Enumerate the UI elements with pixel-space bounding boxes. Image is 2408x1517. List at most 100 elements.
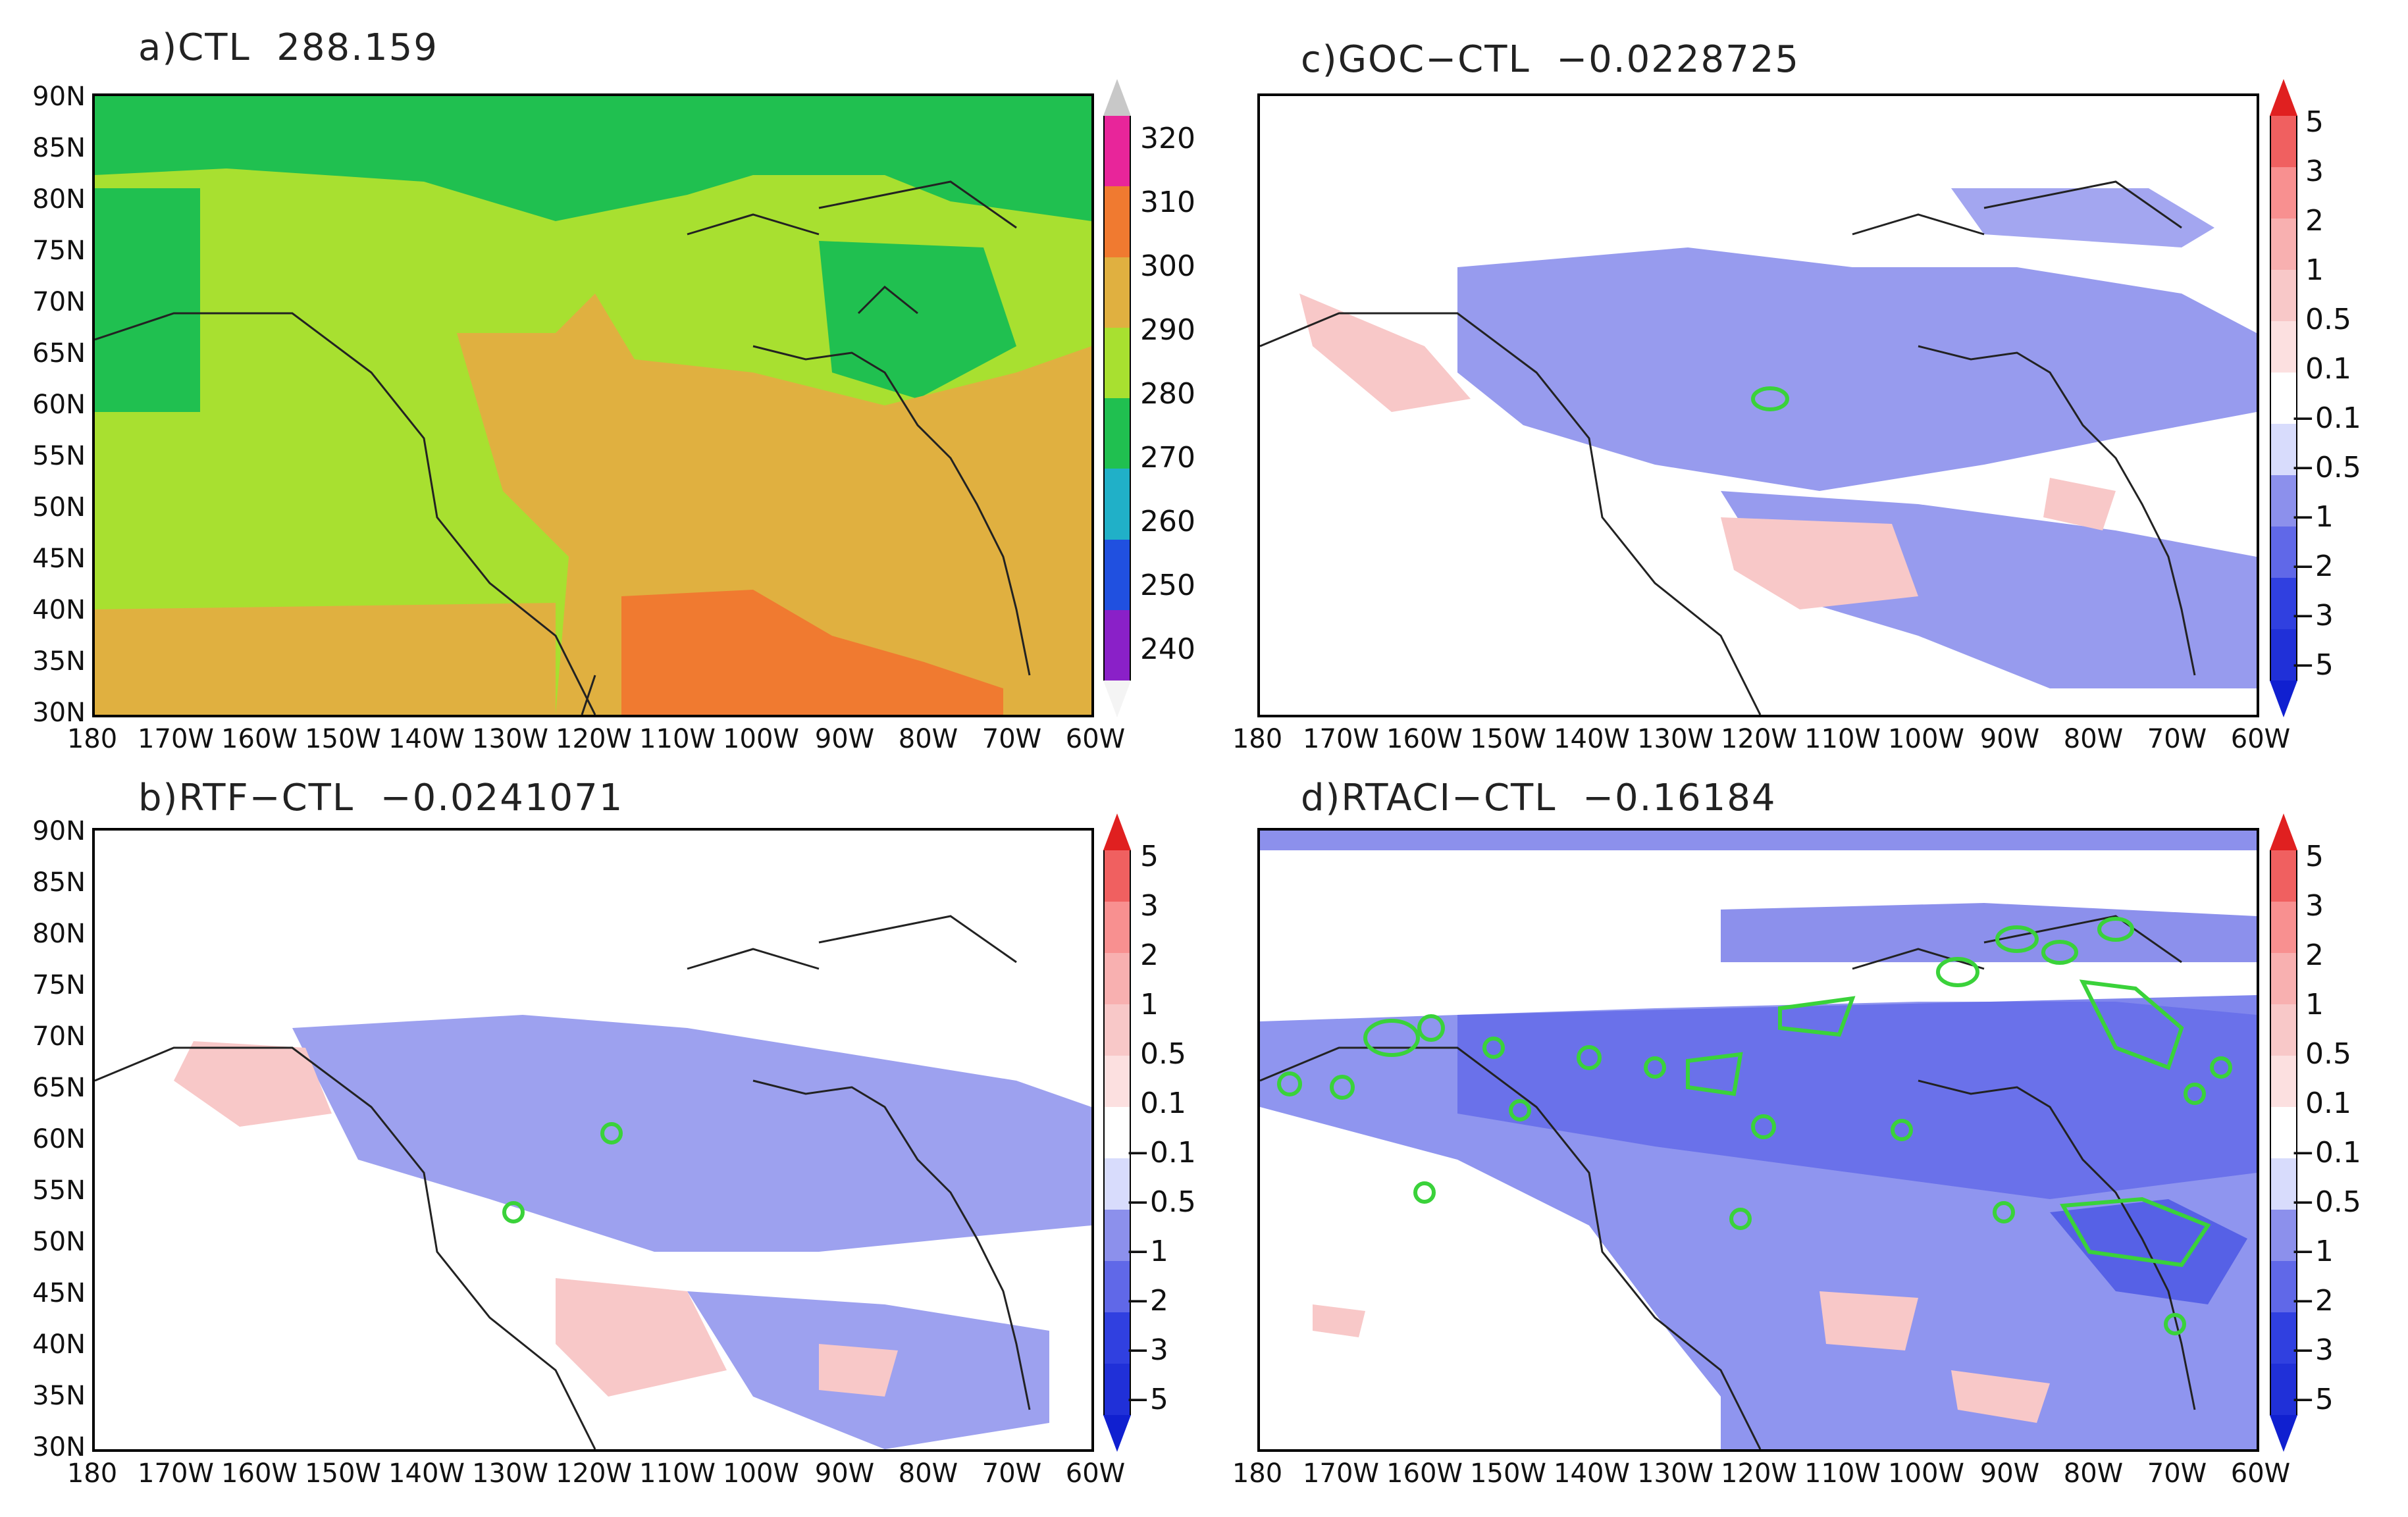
colorbar-segment — [2270, 219, 2297, 270]
lat-label: 80N — [32, 919, 86, 949]
colorbar-segment — [2270, 1312, 2297, 1364]
field-shading — [95, 96, 1091, 715]
colorbar-segment — [1103, 1004, 1131, 1056]
colorbar-segment — [2270, 321, 2297, 373]
colorbar-segment — [1103, 257, 1131, 328]
colorbar-segment — [1103, 1312, 1131, 1364]
colorbar-segment — [1103, 681, 1131, 717]
lat-label: 50N — [32, 1227, 86, 1257]
colorbar-segment — [1103, 539, 1131, 611]
lon-label: 150W — [305, 724, 381, 754]
colorbar-segment — [1103, 398, 1131, 470]
colorbar-label: −0.5 — [2291, 1185, 2361, 1219]
colorbar-label: 280 — [1140, 377, 1195, 411]
map-area — [92, 93, 1094, 717]
lon-label: 130W — [1637, 1458, 1714, 1489]
colorbar — [2270, 813, 2297, 1452]
colorbar-label: 270 — [1140, 441, 1195, 475]
lon-label: 110W — [639, 724, 716, 754]
lat-label: 60N — [32, 390, 86, 420]
lat-label: 85N — [32, 133, 86, 163]
colorbar-segment — [1103, 1158, 1131, 1210]
lon-label: 60W — [2230, 1458, 2291, 1489]
colorbar-label: 0.1 — [2305, 352, 2351, 386]
lon-label: 170W — [1303, 1458, 1379, 1489]
colorbar-label: 5 — [2305, 840, 2324, 873]
colorbar-label: 0.5 — [2305, 303, 2351, 336]
colorbar-label: 290 — [1140, 313, 1195, 347]
lon-label: 80W — [898, 1458, 958, 1489]
lon-label: 90W — [1979, 724, 2040, 754]
lat-label: 55N — [32, 441, 86, 471]
colorbar-segment — [2270, 270, 2297, 322]
lon-label: 150W — [1470, 1458, 1546, 1489]
lat-label: 80N — [32, 184, 86, 215]
lon-label: 80W — [898, 724, 958, 754]
lon-label: 180 — [1232, 724, 1283, 754]
lat-label: 50N — [32, 492, 86, 523]
panel-title: b)RTF−CTL −0.0241071 — [138, 777, 624, 819]
lon-label: 90W — [814, 1458, 875, 1489]
lon-label: 110W — [1804, 724, 1881, 754]
lon-label: 130W — [472, 1458, 548, 1489]
colorbar-segment — [1103, 850, 1131, 902]
lon-label: 60W — [2230, 724, 2291, 754]
lon-label: 90W — [814, 724, 875, 754]
lon-label: 140W — [388, 724, 465, 754]
colorbar-label: 260 — [1140, 505, 1195, 538]
colorbar-label: −5 — [2291, 648, 2334, 682]
colorbar-segment — [1103, 1261, 1131, 1313]
colorbar-segment — [2270, 1158, 2297, 1210]
colorbar-label: 310 — [1140, 186, 1195, 219]
lat-label: 90N — [32, 82, 86, 112]
colorbar-segment — [2270, 681, 2297, 717]
colorbar-label: −3 — [1126, 1333, 1168, 1367]
lon-label: 180 — [66, 724, 118, 754]
lat-label: 35N — [32, 1381, 86, 1411]
colorbar-segment — [1103, 186, 1131, 258]
panel-title: c)GOC−CTL −0.0228725 — [1301, 38, 1800, 81]
anomaly-shading — [1260, 180, 2257, 715]
colorbar-label: 0.5 — [2305, 1037, 2351, 1071]
lon-label: 120W — [556, 1458, 632, 1489]
colorbar-segment — [2270, 813, 2297, 850]
colorbar-segment — [1103, 1364, 1131, 1416]
colorbar-label: 1 — [2305, 253, 2324, 287]
lat-label: 65N — [32, 1073, 86, 1103]
lat-label: 75N — [32, 236, 86, 266]
lat-label: 85N — [32, 867, 86, 898]
lon-label: 90W — [1979, 1458, 2040, 1489]
colorbar-label: 5 — [1140, 840, 1159, 873]
lon-label: 100W — [1888, 724, 1964, 754]
lon-label: 120W — [556, 724, 632, 754]
colorbar-label: 3 — [2305, 889, 2324, 923]
anomaly-shading — [95, 915, 1091, 1449]
lon-label: 130W — [472, 724, 548, 754]
lon-label: 160W — [221, 1458, 298, 1489]
lon-label: 160W — [1386, 1458, 1463, 1489]
colorbar-segment — [2270, 424, 2297, 476]
colorbar-label: 0.5 — [1140, 1037, 1186, 1071]
panel-title: a)CTL 288.159 — [138, 26, 438, 69]
lon-label: 160W — [1386, 724, 1463, 754]
colorbar-segment — [1103, 1210, 1131, 1262]
lon-label: 120W — [1721, 1458, 1797, 1489]
anomaly-shading — [1260, 831, 2257, 1449]
lon-label: 100W — [723, 724, 799, 754]
lon-label: 100W — [723, 1458, 799, 1489]
colorbar-label: 250 — [1140, 569, 1195, 602]
lon-label: 110W — [1804, 1458, 1881, 1489]
colorbar — [1103, 813, 1131, 1452]
lon-label: 60W — [1065, 1458, 1126, 1489]
colorbar-segment — [2270, 1261, 2297, 1313]
colorbar-segment — [2270, 373, 2297, 424]
lon-label: 110W — [639, 1458, 716, 1489]
colorbar-label: −3 — [2291, 599, 2334, 632]
colorbar-segment — [2270, 79, 2297, 116]
colorbar-segment — [1103, 79, 1131, 116]
colorbar-label: −0.5 — [1126, 1185, 1196, 1219]
lon-label: 120W — [1721, 724, 1797, 754]
colorbar-label: 2 — [2305, 938, 2324, 972]
lat-label: 75N — [32, 970, 86, 1000]
lon-label: 170W — [138, 724, 214, 754]
